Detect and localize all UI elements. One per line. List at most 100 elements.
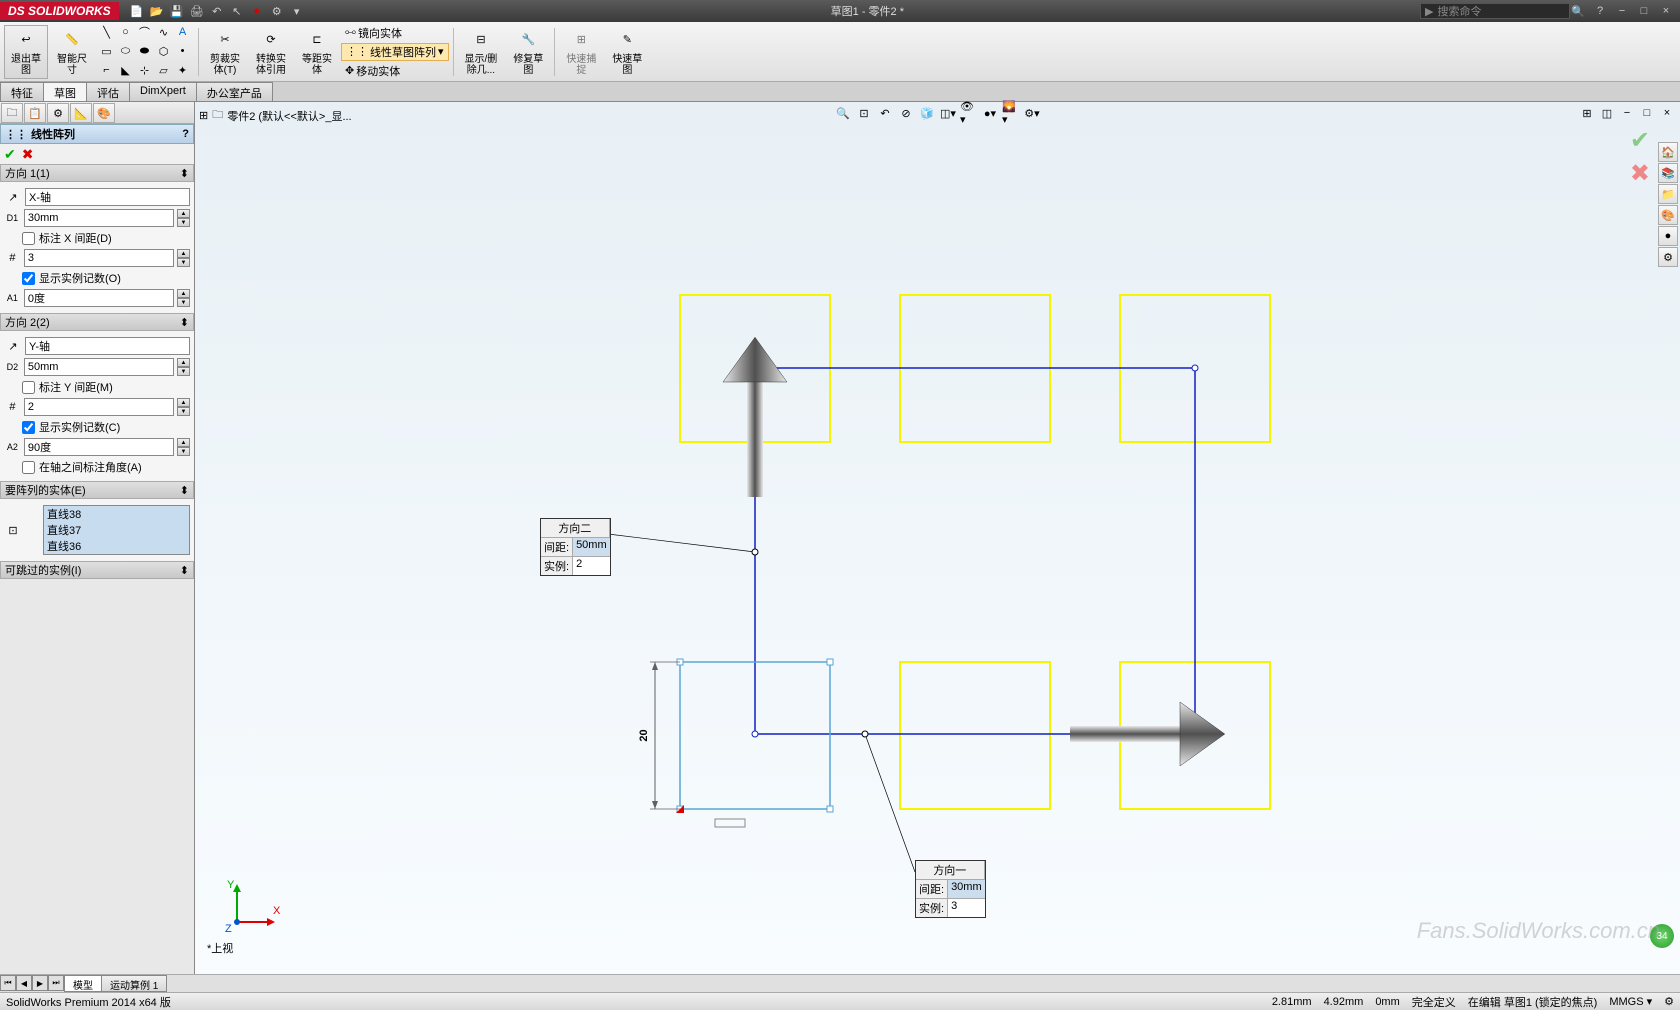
spin-down[interactable]: ▼ (177, 407, 190, 416)
help-pin-icon[interactable]: ? (182, 128, 189, 140)
spin-down[interactable]: ▼ (177, 367, 190, 376)
spin-down[interactable]: ▼ (177, 258, 190, 267)
tab-dimxpert[interactable]: DimXpert (129, 82, 197, 101)
spin-up[interactable]: ▲ (177, 209, 190, 218)
mirror-button[interactable]: ⧟镜向实体 (341, 24, 449, 42)
spin-up[interactable]: ▲ (177, 249, 190, 258)
tab-motion-study[interactable]: 运动算例 1 (101, 975, 167, 992)
offset-button[interactable]: ⊏ 等距实 体 (295, 25, 339, 79)
callout-dir1[interactable]: 方向一 间距:30mm 实例:3 (915, 860, 986, 918)
spline-icon[interactable]: ∿ (155, 24, 172, 41)
minimize-icon[interactable]: − (1612, 3, 1632, 19)
open-icon[interactable]: 📂 (149, 3, 165, 19)
fm-tab-tree[interactable]: 🗀 (1, 103, 23, 123)
dir2-spacing-input[interactable] (24, 358, 174, 376)
dir2-label-spacing-check[interactable]: 标注 Y 间距(M) (22, 379, 190, 395)
spin-up[interactable]: ▲ (177, 438, 190, 447)
help-icon[interactable]: ? (1590, 3, 1610, 19)
line-icon[interactable]: ╲ (98, 24, 115, 41)
spin-down[interactable]: ▼ (177, 298, 190, 307)
dir2-angle-input[interactable] (24, 438, 174, 456)
dir1-count-input[interactable] (24, 249, 174, 267)
move-button[interactable]: ✥移动实体 (341, 62, 449, 80)
point-icon[interactable]: • (174, 43, 191, 60)
dir1-show-count-check[interactable]: 显示实例记数(O) (22, 270, 190, 286)
dir2-show-count-check[interactable]: 显示实例记数(C) (22, 419, 190, 435)
tab-features[interactable]: 特征 (0, 82, 44, 101)
dir1-label-spacing-check[interactable]: 标注 X 间距(D) (22, 230, 190, 246)
spin-down[interactable]: ▼ (177, 218, 190, 227)
new-icon[interactable]: 📄 (129, 3, 145, 19)
rapid-sketch-button[interactable]: ✎ 快速草 图 (605, 25, 649, 79)
search-go-icon[interactable]: 🔍 (1570, 3, 1586, 19)
list-item[interactable]: 直线35 (44, 554, 189, 555)
fm-tab-dim[interactable]: 📐 (70, 103, 92, 123)
polygon-icon[interactable]: ⬡ (155, 43, 172, 60)
section-entities-header[interactable]: 要阵列的实体(E)⬍ (0, 481, 194, 499)
list-item[interactable]: 直线38 (44, 506, 189, 522)
bt-next-icon[interactable]: ▶ (32, 975, 48, 991)
slot-icon[interactable]: ⬬ (136, 43, 153, 60)
section-dir2-header[interactable]: 方向 2(2)⬍ (0, 313, 194, 331)
tab-sketch[interactable]: 草图 (43, 82, 87, 101)
save-icon[interactable]: 💾 (169, 3, 185, 19)
dir1-spacing-input[interactable] (24, 209, 174, 227)
rebuild-icon[interactable]: ● (249, 3, 265, 19)
search-input[interactable]: ▶ 搜索命令 (1420, 3, 1570, 19)
close-icon[interactable]: × (1656, 3, 1676, 19)
tab-evaluate[interactable]: 评估 (86, 82, 130, 101)
arc-icon[interactable]: ⌒ (136, 24, 153, 41)
ellipse-icon[interactable]: ⬭ (117, 43, 134, 60)
repair-button[interactable]: 🔧 修复草 图 (506, 25, 550, 79)
smart-dimension-button[interactable]: 📏 智能尺 寸 (50, 25, 94, 79)
undo-icon[interactable]: ↶ (209, 3, 225, 19)
reverse-dir2-icon[interactable]: ↗ (4, 338, 22, 354)
dir2-axis-input[interactable] (25, 337, 190, 355)
tab-model[interactable]: 模型 (64, 975, 102, 992)
ok-icon[interactable]: ✔ (4, 146, 16, 163)
quick-snap-button[interactable]: ⊞ 快速捕 捉 (559, 25, 603, 79)
graphics-area[interactable]: ⊞🗀零件2 (默认<<默认>_显... 🔍 ⊡ ↶ ⊘ 🧊 ◫▾ 👁▾ ●▾ 🌄… (195, 102, 1680, 974)
spin-up[interactable]: ▲ (177, 289, 190, 298)
chamfer-icon[interactable]: ◣ (117, 62, 134, 79)
list-item[interactable]: 直线36 (44, 538, 189, 554)
maximize-icon[interactable]: □ (1634, 3, 1654, 19)
exit-sketch-button[interactable]: ↩ 退出草 图 (4, 25, 48, 79)
spin-down[interactable]: ▼ (177, 447, 190, 456)
spin-up[interactable]: ▲ (177, 398, 190, 407)
reverse-dir1-icon[interactable]: ↗ (4, 189, 22, 205)
fillet-icon[interactable]: ⌐ (98, 62, 115, 79)
dir1-angle-input[interactable] (24, 289, 174, 307)
section-skip-header[interactable]: 可跳过的实例(I)⬍ (0, 561, 194, 579)
text-icon[interactable]: A (174, 24, 191, 41)
status-custom-icon[interactable]: ⚙ (1664, 995, 1674, 1008)
orientation-triad[interactable]: X Y Z (225, 874, 285, 934)
convert-button[interactable]: ⟳ 转换实 体引用 (249, 25, 293, 79)
show-delete-button[interactable]: ⊟ 显示/删 除几... (458, 25, 505, 79)
circle-icon[interactable]: ○ (117, 24, 134, 41)
callout-dir2[interactable]: 方向二 间距:50mm 实例:2 (540, 518, 611, 576)
plane-icon[interactable]: ▱ (155, 62, 172, 79)
rect-icon[interactable]: ▭ (98, 43, 115, 60)
misc-icon[interactable]: ✦ (174, 62, 191, 79)
spin-up[interactable]: ▲ (177, 358, 190, 367)
dropdown-icon[interactable]: ▾ (289, 3, 305, 19)
linear-pattern-button[interactable]: ⋮⋮线性草图阵列▾ (341, 43, 449, 61)
angle-between-check[interactable]: 在轴之间标注角度(A) (22, 459, 190, 475)
fm-tab-property[interactable]: 📋 (24, 103, 46, 123)
options-icon[interactable]: ⚙ (269, 3, 285, 19)
tab-office[interactable]: 办公室产品 (196, 82, 273, 101)
centerline-icon[interactable]: ⊹ (136, 62, 153, 79)
bt-first-icon[interactable]: ⏮ (0, 975, 16, 991)
cancel-icon[interactable]: ✖ (22, 146, 34, 163)
list-item[interactable]: 直线37 (44, 522, 189, 538)
section-dir1-header[interactable]: 方向 1(1)⬍ (0, 164, 194, 182)
entities-listbox[interactable]: 直线38 直线37 直线36 直线35 (43, 505, 190, 555)
dir1-axis-input[interactable] (25, 188, 190, 206)
bt-last-icon[interactable]: ⏭ (48, 975, 64, 991)
fm-tab-config[interactable]: ⚙ (47, 103, 69, 123)
trim-button[interactable]: ✂ 剪裁实 体(T) (203, 25, 247, 79)
bt-prev-icon[interactable]: ◀ (16, 975, 32, 991)
fm-tab-display[interactable]: 🎨 (93, 103, 115, 123)
status-unit-icon[interactable]: MMGS ▾ (1609, 995, 1652, 1008)
